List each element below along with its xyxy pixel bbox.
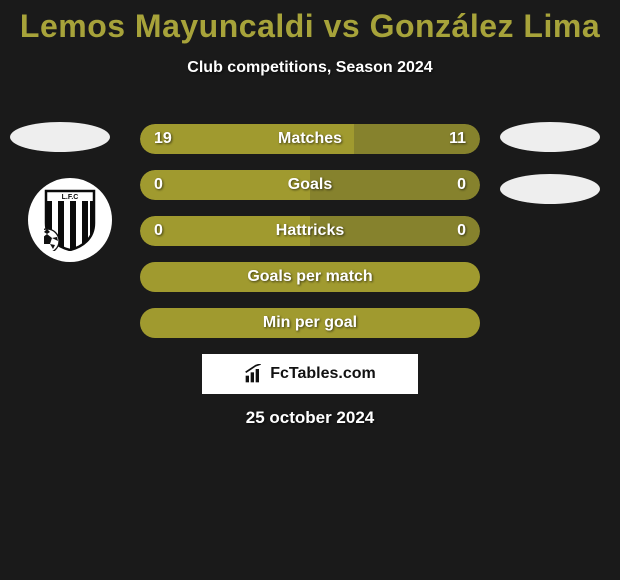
bar-segment-left <box>140 170 310 200</box>
footer-date: 25 october 2024 <box>246 408 375 428</box>
stat-bar: Goals per match <box>140 262 480 292</box>
shield-icon: L.F.C <box>44 189 96 251</box>
page-subtitle: Club competitions, Season 2024 <box>0 59 620 77</box>
bar-value-left: 19 <box>154 130 172 148</box>
page-title: Lemos Mayuncaldi vs González Lima <box>0 0 620 45</box>
bar-value-right: 0 <box>457 222 466 240</box>
bar-value-right: 11 <box>449 130 466 148</box>
bar-label: Goals <box>288 176 332 194</box>
stat-bar: 19 11 Matches <box>140 124 480 154</box>
bar-label: Min per goal <box>263 314 357 332</box>
stat-bar: 0 0 Hattricks <box>140 216 480 246</box>
bar-value-left: 0 <box>154 222 163 240</box>
bar-label: Matches <box>278 130 342 148</box>
badge-text: L.F.C <box>62 194 79 201</box>
player-left-avatar-placeholder <box>10 122 110 152</box>
footer-brand-text: FcTables.com <box>270 365 376 383</box>
footer-brand-box: FcTables.com <box>202 354 418 394</box>
stat-bar: Min per goal <box>140 308 480 338</box>
bar-value-right: 0 <box>457 176 466 194</box>
club-left-badge: L.F.C <box>28 178 112 262</box>
bar-label: Hattricks <box>276 222 344 240</box>
bar-segment-right <box>310 170 480 200</box>
bar-value-left: 0 <box>154 176 163 194</box>
chart-icon <box>244 364 264 384</box>
comparison-bars: 19 11 Matches 0 0 Goals 0 0 Hattricks Goals per m… <box>140 124 480 354</box>
bar-label: Goals per match <box>247 268 372 286</box>
stat-bar: 0 0 Goals <box>140 170 480 200</box>
player-right-avatar-placeholder <box>500 122 600 152</box>
club-right-avatar-placeholder <box>500 174 600 204</box>
